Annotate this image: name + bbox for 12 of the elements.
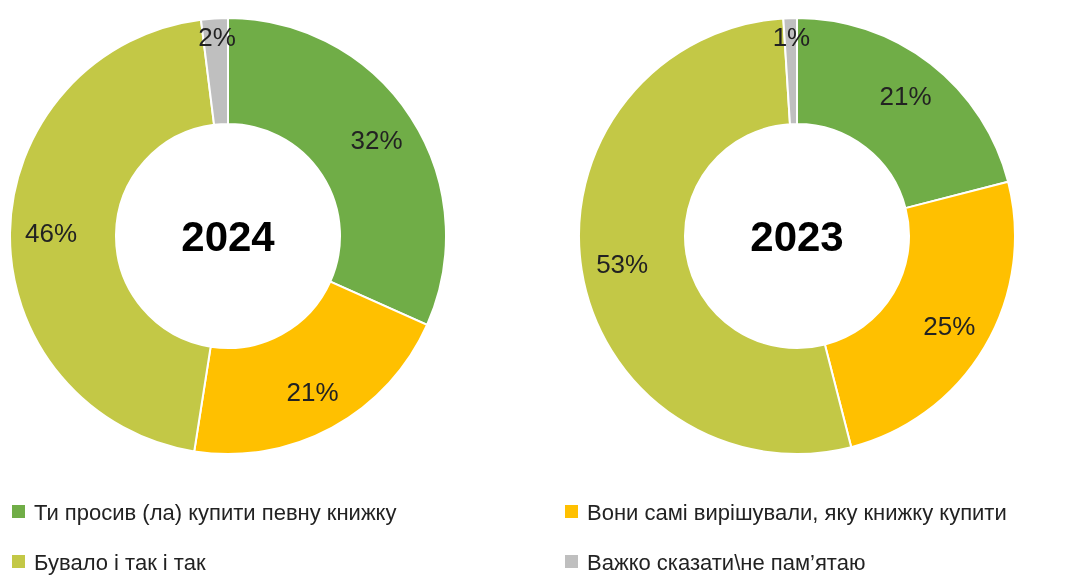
data-label: 32% [350,124,403,155]
legend-label: Вони самі вирішували, яку книжку купити [587,499,1007,525]
legend-label: Бувало і так і так [34,549,206,575]
data-label: 46% [25,218,78,249]
text: 2023 [750,212,844,260]
text: 2024 [181,212,276,260]
legend-label: Важко сказати\не пам’ятаю [587,549,866,575]
data-label: 53% [596,248,649,279]
legend-label: Ти просив (ла) купити певну книжку [34,499,397,525]
data-label: 25% [923,311,976,342]
data-label: 21% [286,376,339,407]
data-label: 21% [879,81,932,112]
